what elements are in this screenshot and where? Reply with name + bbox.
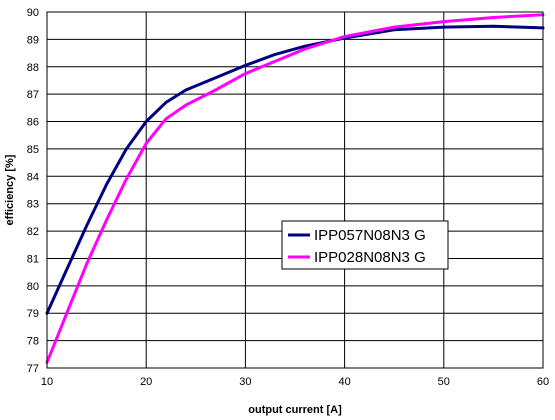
legend-box <box>281 220 449 270</box>
y-tick-label: 88 <box>27 62 39 74</box>
x-axis-title: output current [A] <box>248 404 342 416</box>
x-tick-label: 60 <box>537 376 549 388</box>
x-tick-label: 50 <box>438 376 450 388</box>
x-tick-label: 30 <box>239 376 251 388</box>
legend-label: IPP057N08N3 G <box>314 227 426 244</box>
y-tick-label: 90 <box>27 7 39 19</box>
legend: IPP057N08N3 G IPP028N08N3 G <box>281 220 449 270</box>
series-lines <box>45 13 545 364</box>
y-tick-label: 80 <box>27 281 39 293</box>
series-line <box>45 24 545 315</box>
y-tick-label: 86 <box>27 117 39 129</box>
x-tick-label: 40 <box>338 376 350 388</box>
y-axis-title: efficiency [%] <box>4 154 16 225</box>
y-tick-label: 79 <box>27 308 39 320</box>
x-tick-label: 20 <box>140 376 152 388</box>
y-tick-label: 82 <box>27 226 39 238</box>
y-tick-label: 81 <box>27 253 39 265</box>
x-tick-label: 10 <box>41 376 53 388</box>
series-line <box>45 13 545 364</box>
tick-labels: 77 78 79 80 81 82 83 84 85 86 87 88 89 90 10 20 30 40 50 60 <box>27 7 549 388</box>
legend-label: IPP028N08N3 G <box>314 249 426 266</box>
y-tick-label: 83 <box>27 199 39 211</box>
y-tick-label: 85 <box>27 144 39 156</box>
plot-area-border <box>46 11 544 369</box>
y-tick-label: 87 <box>27 89 39 101</box>
y-tick-label: 78 <box>27 336 39 348</box>
y-tick-label: 84 <box>27 171 39 183</box>
y-tick-label: 77 <box>27 363 39 375</box>
y-tick-label: 89 <box>27 34 39 46</box>
